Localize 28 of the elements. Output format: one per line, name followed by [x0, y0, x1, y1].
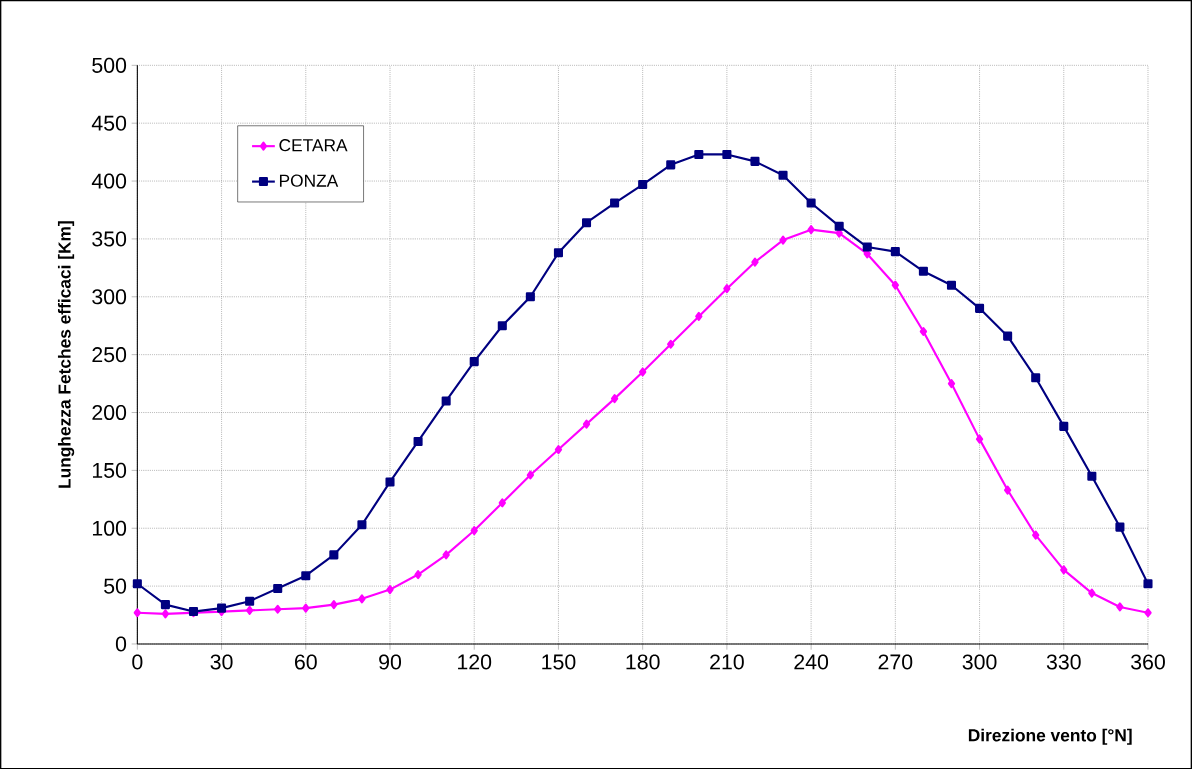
y-tick-label: 150 — [92, 462, 127, 478]
y-tick-label: 100 — [92, 520, 127, 536]
y-tick-label: 350 — [92, 231, 127, 247]
x-axis-title: Direzione vento [°N] — [968, 728, 1132, 745]
x-tick-label: 30 — [210, 654, 233, 670]
x-tick-label: 270 — [878, 654, 913, 670]
x-tick-label: 330 — [1046, 654, 1081, 670]
y-tick-label: 250 — [92, 346, 127, 363]
y-tick-label: 200 — [92, 404, 127, 420]
legend-label: PONZA — [279, 174, 339, 187]
x-tick-label: 240 — [794, 654, 829, 670]
x-tick-label: 300 — [962, 654, 997, 670]
x-tick-label: 120 — [458, 654, 492, 670]
x-tick-label: 150 — [542, 654, 576, 670]
x-tick-label: 360 — [1131, 654, 1165, 670]
y-tick-label: 500 — [92, 57, 127, 73]
y-tick-label: 450 — [91, 115, 127, 131]
x-tick-label: 60 — [295, 654, 317, 670]
y-tick-label: 300 — [92, 289, 127, 305]
legend-label: CETARA — [279, 138, 348, 152]
y-tick-label: 400 — [91, 173, 127, 189]
x-tick-label: 180 — [626, 654, 660, 670]
x-tick-label: 0 — [132, 654, 143, 670]
y-tick-label: 50 — [104, 578, 127, 594]
x-tick-label: 210 — [710, 654, 744, 670]
x-tick-label: 90 — [379, 654, 402, 670]
y-axis-title: Lunghezza Fetches efficaci [Km] — [57, 221, 75, 488]
y-tick-label: 0 — [115, 636, 127, 652]
